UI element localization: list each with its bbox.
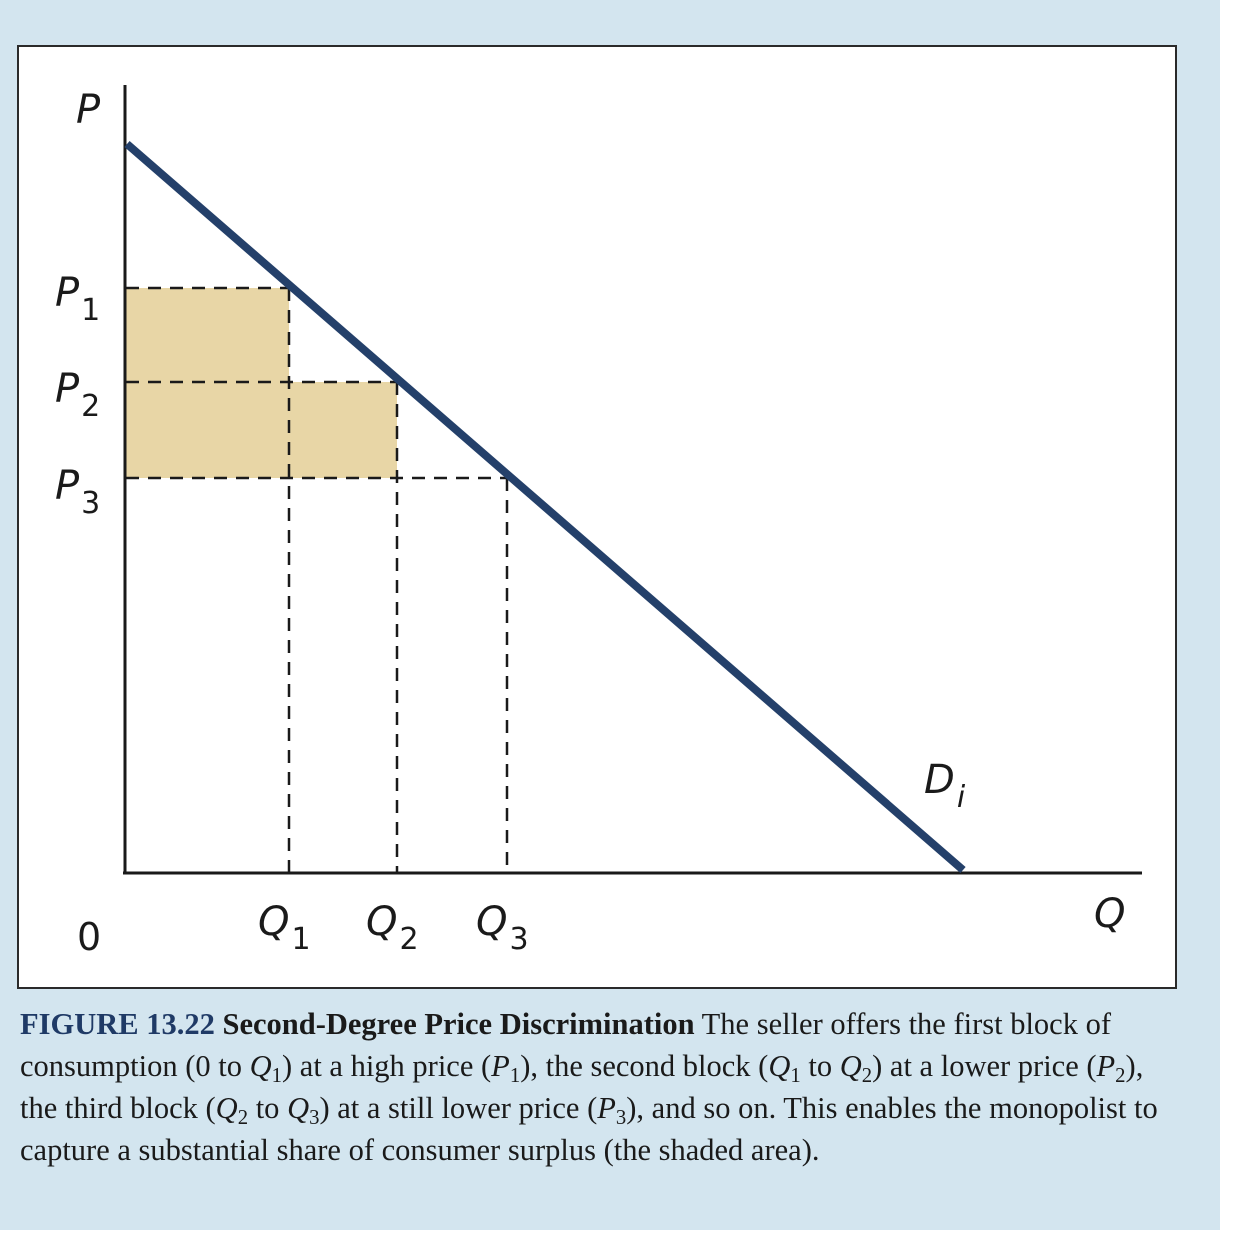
caption-text: to xyxy=(248,1091,288,1125)
figure-title: Second-Degree Price Discrimination xyxy=(222,1007,695,1041)
caption-variable: Q xyxy=(287,1091,310,1125)
caption-text: The seller offers the first block of con… xyxy=(20,1007,1112,1083)
caption-variable: P xyxy=(597,1091,616,1125)
shaded-block-2 xyxy=(289,382,397,478)
caption-subscript: 2 xyxy=(1115,1064,1126,1087)
caption-subscript: 3 xyxy=(309,1106,320,1129)
caption-variable: P xyxy=(491,1049,510,1083)
figure-caption: FIGURE 13.22 Second-Degree Price Discrim… xyxy=(20,1003,1185,1171)
caption-body: The seller offers the first block of con… xyxy=(20,1007,1158,1167)
p3-label: P3 xyxy=(55,463,100,521)
demand-curve xyxy=(124,140,966,874)
caption-subscript: 3 xyxy=(615,1106,627,1129)
caption-subscript: 1 xyxy=(271,1064,282,1087)
caption-variable: Q xyxy=(839,1049,862,1083)
caption-variable: Q xyxy=(215,1091,238,1125)
x-axis-label: Q xyxy=(1094,891,1125,937)
diagram-frame xyxy=(17,45,1177,989)
figure-panel: P Q 0 P1 P2 P3 Q1 Q2 Q3 Di FIGURE 13.22 … xyxy=(0,0,1220,1230)
q3-label: Q3 xyxy=(476,899,529,957)
price-discrimination-diagram: P Q 0 P1 P2 P3 Q1 Q2 Q3 Di xyxy=(55,85,1142,959)
demand-curve-label: Di xyxy=(924,757,966,815)
q2-label: Q2 xyxy=(366,899,419,957)
caption-text: ) at a still lower price ( xyxy=(319,1091,598,1125)
caption-variable: Q xyxy=(249,1049,272,1083)
figure-number: FIGURE 13.22 xyxy=(20,1007,215,1041)
caption-subscript: 1 xyxy=(790,1064,801,1087)
caption-text: to xyxy=(800,1049,840,1083)
caption-text: ), the third block ( xyxy=(20,1049,1144,1125)
caption-text: ) at a high price ( xyxy=(282,1049,492,1083)
caption-subscript: 2 xyxy=(237,1106,249,1129)
origin-label: 0 xyxy=(77,915,101,959)
caption-subscript: 1 xyxy=(509,1064,521,1087)
caption-variable: Q xyxy=(768,1049,791,1083)
p1-label: P1 xyxy=(55,270,100,328)
caption-text: ) at a lower price ( xyxy=(872,1049,1097,1083)
p2-label: P2 xyxy=(55,366,100,424)
caption-text: ), and so on. This enables the monopolis… xyxy=(20,1091,1158,1167)
caption-subscript: 2 xyxy=(861,1064,873,1087)
y-axis-label: P xyxy=(76,87,101,133)
q1-label: Q1 xyxy=(258,899,311,957)
caption-variable: P xyxy=(1096,1049,1116,1083)
caption-text: ), the second block ( xyxy=(520,1049,769,1083)
